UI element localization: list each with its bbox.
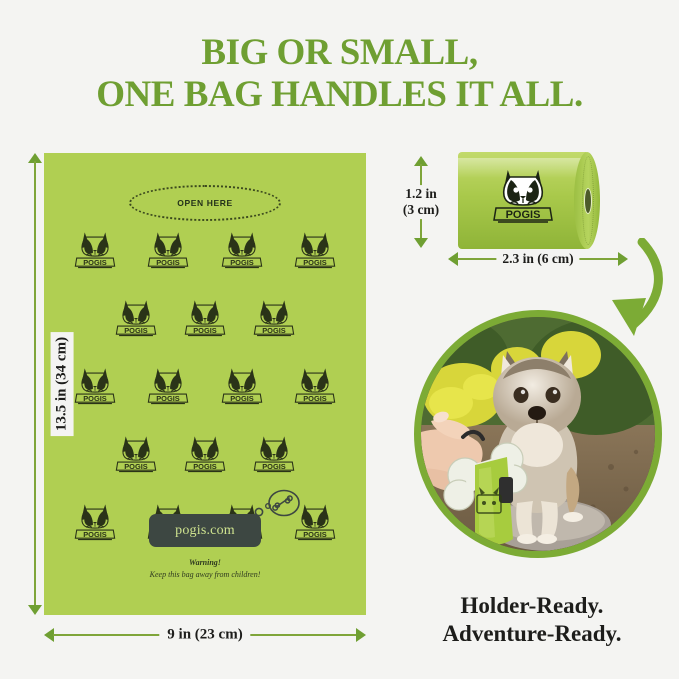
photo-scene (421, 317, 655, 551)
speech-bubble-dots-icon (254, 503, 271, 517)
svg-text:POGIS: POGIS (156, 258, 180, 267)
open-here-label: OPEN HERE (177, 198, 233, 208)
page-title: BIG OR SMALL, ONE BAG HANDLES IT ALL. (0, 32, 679, 116)
svg-text:POGIS: POGIS (83, 394, 107, 403)
roll-height-dimension: 1.2 in (3 cm) (399, 156, 443, 248)
svg-text:POGIS: POGIS (303, 258, 327, 267)
logo-pattern-grid: POGIS POGIS POGIS (44, 231, 366, 571)
svg-text:POGIS: POGIS (262, 326, 286, 335)
warning-block: Warning! Keep this bag away from childre… (150, 558, 261, 579)
pogis-dog-logo-icon: POGIS (294, 232, 336, 269)
roll-width-dimension: 2.3 in (6 cm) (448, 250, 628, 268)
pogis-dog-logo-icon: POGIS (221, 368, 263, 405)
svg-text:POGIS: POGIS (193, 462, 217, 471)
pogis-dog-logo-icon: POGIS (184, 436, 226, 473)
headline-line-2: ONE BAG HANDLES IT ALL. (96, 73, 583, 115)
pogis-dog-logo-icon: POGIS (294, 504, 336, 541)
svg-text:POGIS: POGIS (125, 326, 149, 335)
roll-highlight (458, 158, 586, 178)
bag-width-label: 9 in (23 cm) (159, 624, 251, 646)
product-photo (414, 310, 662, 558)
bag-height-dimension (28, 153, 42, 615)
pogis-dog-logo-icon: POGIS (221, 232, 263, 269)
brand-website-label: pogis.com (175, 523, 235, 538)
arrow-down-icon (414, 238, 428, 248)
warning-text: Keep this bag away from children! (149, 570, 261, 579)
caption-line-1: Holder-Ready. (460, 593, 604, 618)
arrow-left-icon (448, 252, 458, 266)
pogis-dog-logo-icon: POGIS (147, 232, 189, 269)
roll-height-label: 1.2 in (3 cm) (399, 185, 443, 219)
pogis-dog-logo-icon: POGIS (493, 170, 553, 223)
svg-text:POGIS: POGIS (303, 394, 327, 403)
poop-bag-illustration: OPEN HERE POGIS POGIS (44, 153, 366, 615)
arrow-right-icon (618, 252, 628, 266)
svg-text:POGIS: POGIS (230, 394, 254, 403)
logo-pattern-row: POGIS POGIS POGIS (44, 367, 366, 435)
pogis-dog-logo-icon: POGIS (74, 504, 116, 541)
svg-text:POGIS: POGIS (230, 258, 254, 267)
roll-height-line-2: (3 cm) (402, 202, 440, 217)
dimension-stem (34, 161, 36, 607)
headline-line-1: BIG OR SMALL, (201, 32, 478, 73)
open-here-ellipse: OPEN HERE (129, 185, 281, 221)
pogis-dog-logo-icon: POGIS (74, 368, 116, 405)
svg-text:POGIS: POGIS (193, 326, 217, 335)
pogis-dog-logo-icon: POGIS (253, 300, 294, 337)
logo-pattern-row: POGIS POGIS POGIS (44, 299, 366, 367)
pogis-dog-logo-icon: POGIS (116, 300, 157, 337)
arrow-down-icon (28, 605, 42, 615)
bag-width-dimension: 9 in (23 cm) (44, 624, 366, 646)
pogis-dog-logo-icon: POGIS (116, 436, 157, 473)
svg-text:POGIS: POGIS (303, 530, 327, 539)
photo-caption: Holder-Ready. Adventure-Ready. (392, 592, 672, 647)
pogis-dog-logo-icon: POGIS (253, 436, 294, 473)
roll-height-line-1: 1.2 in (405, 186, 437, 202)
svg-text:POGIS: POGIS (83, 530, 107, 539)
roll-width-label: 2.3 in (6 cm) (496, 250, 580, 268)
logo-pattern-row: POGIS POGIS POGIS (44, 435, 366, 503)
pogis-dog-logo-icon: POGIS (147, 368, 189, 405)
arrow-up-icon (414, 156, 428, 166)
arrow-right-icon (356, 628, 366, 642)
caption-line-2: Adventure-Ready. (442, 620, 622, 646)
bag-roll-section: POGIS 1.2 in (3 cm) 2.3 in (6 cm) (392, 152, 628, 268)
brand-speech-bubble: pogis.com (149, 489, 300, 547)
curved-arrow-icon (612, 238, 663, 336)
roll-spiral-edge (582, 156, 594, 245)
bag-roll-illustration: POGIS (458, 152, 600, 249)
bone-icon (268, 489, 300, 517)
pogis-dog-logo-icon: POGIS (294, 368, 336, 405)
warning-title: Warning! (189, 558, 221, 567)
svg-text:POGIS: POGIS (156, 394, 180, 403)
logo-pattern-row: POGIS POGIS POGIS (44, 231, 366, 299)
roll-logo-text: POGIS (506, 209, 541, 221)
bag-brand-block: pogis.com Warning! Keep this bag away fr… (44, 489, 366, 579)
pogis-dog-logo-icon: POGIS (74, 232, 116, 269)
svg-text:POGIS: POGIS (125, 462, 149, 471)
arrow-left-icon (44, 628, 54, 642)
roll-core-slot (584, 187, 592, 214)
svg-text:POGIS: POGIS (262, 462, 286, 471)
roll-end-face (574, 152, 600, 249)
bag-height-label: 13.5 in (34 cm) (50, 331, 74, 437)
arrow-up-icon (28, 153, 42, 163)
pogis-dog-logo-icon: POGIS (184, 300, 226, 337)
svg-text:POGIS: POGIS (83, 258, 107, 267)
